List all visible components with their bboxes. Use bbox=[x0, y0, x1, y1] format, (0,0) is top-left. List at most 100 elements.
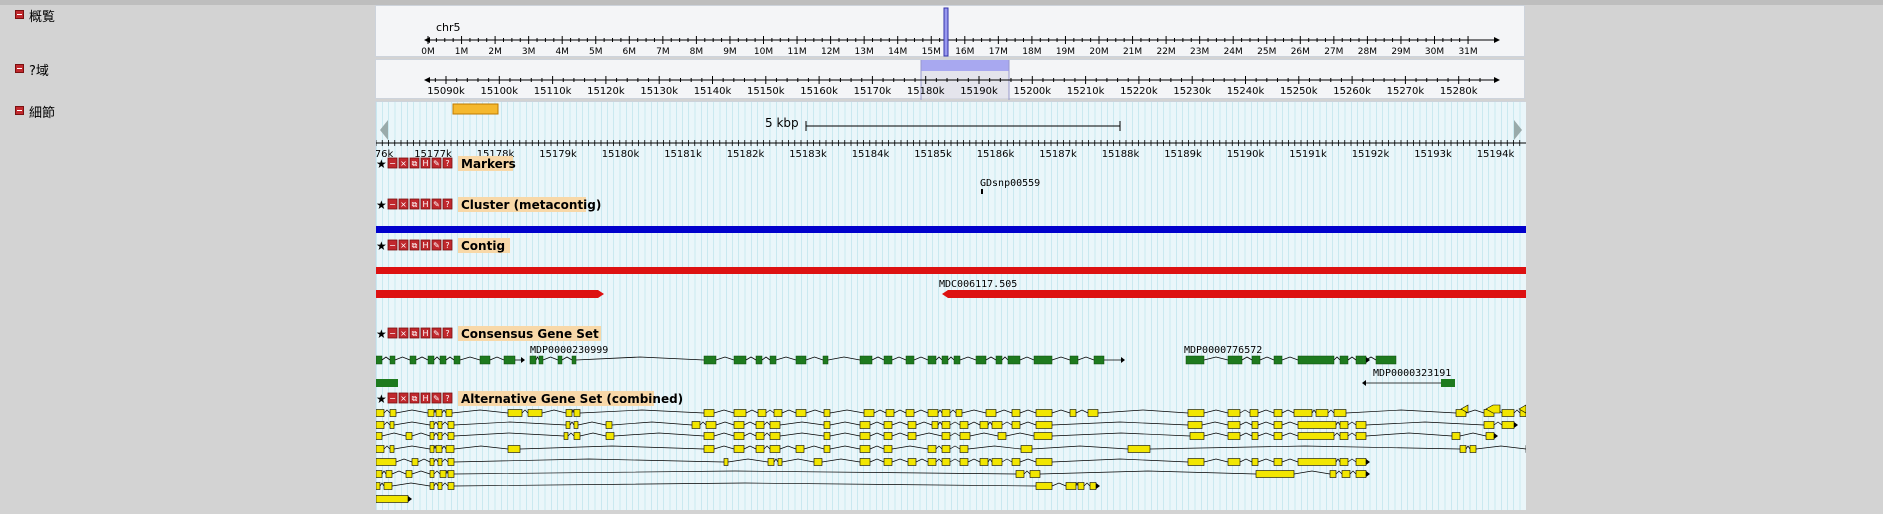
collapse-icon[interactable] bbox=[387, 392, 398, 404]
overview-panel[interactable]: chr5 0M 1M 2M 3M 4M 5M 6M 7M 8M 9M 10M 11M 12M 13M 14M… bbox=[375, 5, 1525, 57]
help-icon[interactable] bbox=[442, 198, 453, 210]
overview-tick-label: 6M bbox=[623, 47, 637, 57]
contig-feature-right[interactable] bbox=[942, 290, 1526, 298]
overview-tick-label: 27M bbox=[1324, 47, 1343, 57]
details-panel[interactable]: 5 kbp 76k 15177k 15178k 15179k 15180k 15181k 1… bbox=[375, 101, 1530, 510]
config-icon-glyph: ✎ bbox=[433, 394, 440, 403]
details-tick-label: 15191k bbox=[1289, 149, 1327, 160]
alt-gene-fragment[interactable] bbox=[1460, 404, 1469, 414]
gene-consensus-2[interactable] bbox=[529, 355, 1125, 365]
overview-tick-label: 16M bbox=[955, 47, 974, 57]
overview-position-marker[interactable] bbox=[943, 7, 949, 57]
close-icon[interactable] bbox=[398, 198, 409, 210]
track-cluster: Cluster (metacontig) bbox=[376, 197, 1526, 233]
region-tick-label: 15200k bbox=[1013, 86, 1051, 97]
share-icon[interactable] bbox=[409, 157, 420, 169]
details-tick-label: 15194k bbox=[1477, 149, 1515, 160]
alt-gene-row-3[interactable] bbox=[375, 432, 1498, 440]
config-icon-glyph: ✎ bbox=[433, 329, 440, 338]
share-icon[interactable] bbox=[409, 392, 420, 404]
star-icon[interactable]: ★ bbox=[376, 239, 387, 253]
share-icon[interactable] bbox=[409, 327, 420, 339]
overview-tick-label: 3M bbox=[522, 47, 536, 57]
split-icon[interactable] bbox=[420, 392, 431, 404]
region-highlight[interactable] bbox=[921, 60, 1009, 71]
help-icon-glyph: ? bbox=[445, 200, 449, 209]
help-icon[interactable] bbox=[442, 392, 453, 404]
alt-gene-row-8[interactable] bbox=[375, 495, 412, 503]
split-icon[interactable] bbox=[420, 198, 431, 210]
config-icon[interactable] bbox=[431, 198, 442, 210]
region-tick-label: 15240k bbox=[1227, 86, 1265, 97]
alt-gene-row-5[interactable] bbox=[375, 458, 1370, 466]
contig-feature-left[interactable] bbox=[376, 290, 604, 298]
selection-marker[interactable] bbox=[452, 103, 499, 115]
marker-feature[interactable] bbox=[981, 189, 983, 194]
collapse-icon-glyph: − bbox=[389, 329, 396, 338]
collapse-icon-glyph: − bbox=[389, 394, 396, 403]
collapse-icon[interactable] bbox=[387, 239, 398, 251]
region-tick-label: 15270k bbox=[1387, 86, 1425, 97]
config-icon[interactable] bbox=[431, 157, 442, 169]
region-tick-label: 15220k bbox=[1120, 86, 1158, 97]
region-tick-label: 15160k bbox=[800, 86, 838, 97]
split-icon-glyph: H bbox=[422, 394, 428, 403]
close-icon[interactable] bbox=[398, 239, 409, 251]
details-collapse-icon[interactable] bbox=[15, 106, 24, 115]
overview-tick-label: 2M bbox=[488, 47, 502, 57]
region-panel[interactable]: 15090k 15100k 15110k 15120k 15130k 15140k 1515… bbox=[375, 59, 1525, 100]
config-icon-glyph: ✎ bbox=[433, 159, 440, 168]
region-tick-label: 15250k bbox=[1280, 86, 1318, 97]
collapse-icon[interactable] bbox=[387, 327, 398, 339]
gene-consensus-3[interactable] bbox=[1185, 355, 1397, 365]
contig-feature[interactable] bbox=[376, 267, 1526, 274]
share-icon-glyph: ⧉ bbox=[412, 394, 418, 403]
star-icon[interactable]: ★ bbox=[376, 327, 387, 341]
star-icon[interactable]: ★ bbox=[376, 157, 387, 171]
overview-collapse-icon[interactable] bbox=[15, 10, 24, 19]
scroll-left-icon[interactable] bbox=[380, 120, 388, 140]
overview-tick-label: 18M bbox=[1022, 47, 1041, 57]
region-tick-label: 15170k bbox=[854, 86, 892, 97]
close-icon[interactable] bbox=[398, 327, 409, 339]
close-icon[interactable] bbox=[398, 392, 409, 404]
scale-label: 5 kbp bbox=[765, 116, 799, 130]
alt-gene-row-6[interactable] bbox=[375, 469, 1370, 478]
config-icon[interactable] bbox=[431, 239, 442, 251]
track-title: Alternative Gene Set (combined) bbox=[461, 392, 683, 406]
overview-tick-label: 30M bbox=[1425, 47, 1444, 57]
share-icon[interactable] bbox=[409, 198, 420, 210]
scroll-right-icon[interactable] bbox=[1514, 120, 1522, 140]
gene-consensus-4[interactable] bbox=[376, 379, 398, 387]
collapse-icon[interactable] bbox=[387, 198, 398, 210]
region-tick-label: 15140k bbox=[694, 86, 732, 97]
config-icon[interactable] bbox=[431, 392, 442, 404]
overview-ruler: chr5 0M 1M 2M 3M 4M 5M 6M 7M 8M 9M 10M 11M 12M 13M 14M… bbox=[421, 7, 1500, 57]
share-icon[interactable] bbox=[409, 239, 420, 251]
gene-consensus-1[interactable] bbox=[375, 355, 525, 365]
star-icon[interactable]: ★ bbox=[376, 392, 387, 406]
split-icon[interactable] bbox=[420, 239, 431, 251]
details-tick-label: 15193k bbox=[1414, 149, 1452, 160]
cluster-feature[interactable] bbox=[376, 226, 1526, 233]
star-icon[interactable]: ★ bbox=[376, 198, 387, 212]
split-icon[interactable] bbox=[420, 157, 431, 169]
help-icon[interactable] bbox=[442, 157, 453, 169]
gene-consensus-5[interactable] bbox=[1362, 379, 1455, 387]
alt-gene-fragment[interactable] bbox=[1485, 404, 1501, 414]
help-icon[interactable] bbox=[442, 327, 453, 339]
details-tick-label: 15190k bbox=[1227, 149, 1265, 160]
help-icon[interactable] bbox=[442, 239, 453, 251]
collapse-icon[interactable] bbox=[387, 157, 398, 169]
close-icon[interactable] bbox=[398, 157, 409, 169]
alt-gene-row-7[interactable] bbox=[375, 481, 1100, 490]
details-tick-label: 15184k bbox=[852, 149, 890, 160]
alt-gene-row-4[interactable] bbox=[375, 444, 1530, 453]
collapse-icon-glyph: − bbox=[389, 200, 396, 209]
overview-tick-label: 13M bbox=[855, 47, 874, 57]
config-icon[interactable] bbox=[431, 327, 442, 339]
split-icon[interactable] bbox=[420, 327, 431, 339]
region-collapse-icon[interactable] bbox=[15, 64, 24, 73]
alt-gene-row-2[interactable] bbox=[375, 421, 1518, 429]
alt-gene-row-1[interactable] bbox=[375, 408, 1530, 417]
